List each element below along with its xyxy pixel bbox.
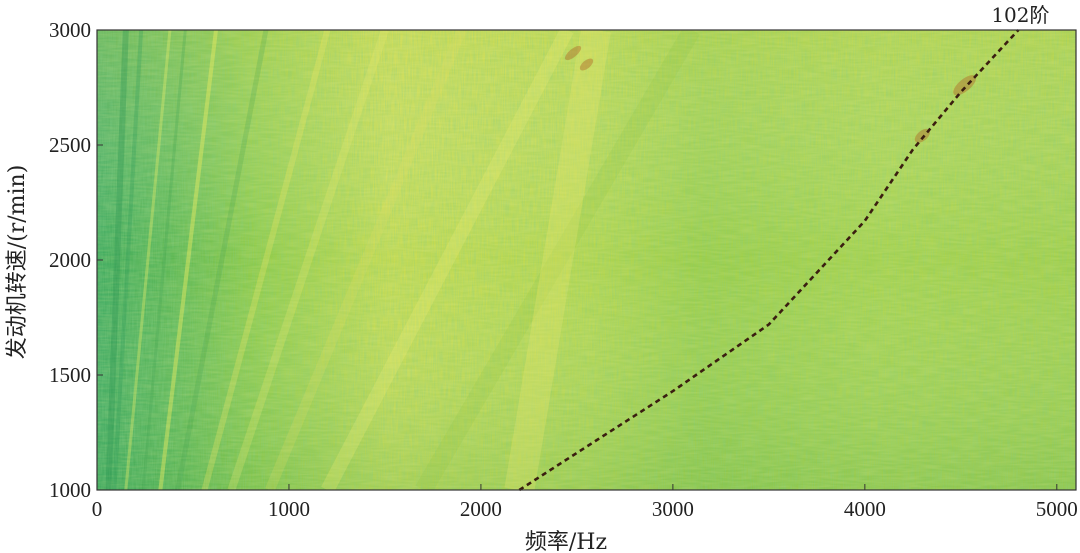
y-tick-label: 1500 [49, 363, 91, 387]
harmonic-streaks [105, 30, 700, 490]
y-tick-label: 2000 [49, 248, 91, 272]
order-lines: 102阶 [518, 3, 1050, 492]
y-tick-label: 1000 [49, 478, 91, 502]
harmonic-streak [321, 30, 574, 490]
x-tick-label: 3000 [652, 497, 694, 521]
harmonic-streak [415, 30, 700, 490]
harmonic-streak [158, 30, 219, 490]
x-tick-label: 4000 [844, 497, 886, 521]
harmonic-streak [175, 30, 269, 490]
heatmap-background [97, 30, 1076, 490]
x-tick-label: 2000 [460, 497, 502, 521]
y-tick-label: 2500 [49, 133, 91, 157]
y-ticks: 1000 1500 2000 2500 3000 [49, 18, 103, 502]
harmonic-streak [112, 30, 144, 490]
harmonic-streak [124, 30, 172, 490]
harmonic-streak [105, 30, 129, 490]
x-ticks: 0 1000 2000 3000 4000 5000 [92, 484, 1078, 521]
order-line-102 [518, 29, 1020, 492]
harmonic-streak [504, 30, 611, 490]
harmonic-streak [201, 30, 331, 490]
harmonic-streak [227, 30, 389, 490]
order-line-label: 102阶 [991, 3, 1049, 27]
x-tick-label: 5000 [1036, 497, 1078, 521]
x-tick-label: 1000 [268, 497, 310, 521]
harmonic-streak [141, 30, 187, 490]
hot-spot [579, 58, 594, 71]
y-tick-label: 3000 [49, 18, 91, 42]
heatmap-texture-2 [97, 30, 1076, 490]
x-tick-label: 0 [92, 497, 103, 521]
hot-spot [564, 45, 582, 61]
hot-spot [914, 128, 931, 143]
y-axis-label: 发动机转速/(r/min) [5, 165, 30, 360]
harmonic-streak [265, 30, 467, 490]
x-axis-label: 频率/Hz [525, 530, 607, 553]
